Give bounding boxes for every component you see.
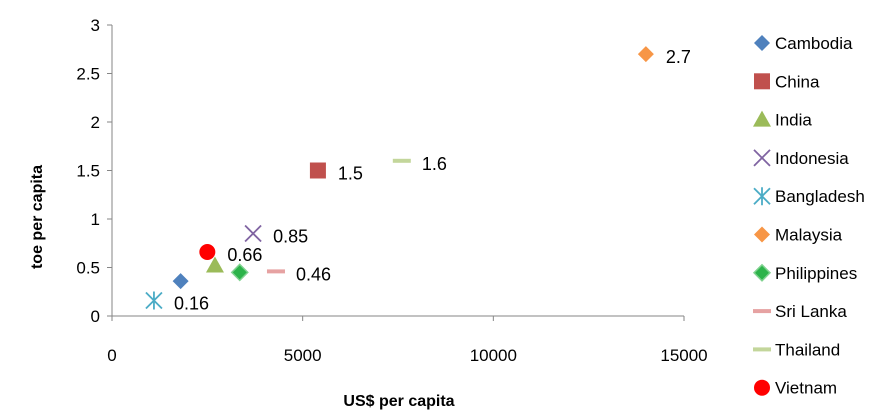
y-tick-label: 0.5 bbox=[76, 259, 100, 278]
y-tick-label: 3 bbox=[91, 16, 100, 35]
legend-marker bbox=[754, 379, 770, 396]
point-thailand bbox=[392, 158, 411, 163]
data-label: 0.16 bbox=[174, 293, 209, 313]
point-philippines bbox=[230, 263, 249, 282]
legend-label: Bangladesh bbox=[775, 187, 865, 206]
point-vietnam bbox=[199, 243, 216, 260]
point-india bbox=[205, 256, 224, 273]
x-tick-label: 15000 bbox=[660, 346, 707, 365]
y-tick-label: 0 bbox=[91, 307, 100, 326]
legend-marker bbox=[753, 187, 771, 206]
legend-label: India bbox=[775, 111, 812, 130]
legend-label: Cambodia bbox=[775, 34, 853, 53]
legend-label: Vietnam bbox=[775, 379, 837, 398]
data-points bbox=[145, 46, 654, 310]
tick-labels: 0 0.5 1 1.5 2 2.5 3 0 5000 10000 15000 bbox=[76, 16, 707, 365]
legend-label: Philippines bbox=[775, 264, 857, 283]
axes bbox=[107, 24, 685, 321]
legend-marker bbox=[754, 35, 770, 51]
legend-marker bbox=[752, 263, 772, 282]
data-label: 2.7 bbox=[666, 47, 691, 67]
data-labels: 1.5 0.85 0.16 2.7 0.46 1.6 0.66 bbox=[174, 47, 691, 313]
point-china bbox=[309, 162, 326, 179]
legend-marker bbox=[753, 309, 771, 314]
legend-label: Indonesia bbox=[775, 149, 849, 168]
y-tick-label: 2 bbox=[91, 113, 100, 132]
legend-marker bbox=[753, 347, 771, 352]
x-tick-label: 0 bbox=[107, 346, 116, 365]
data-label: 0.66 bbox=[227, 245, 262, 265]
legend-label: Sri Lanka bbox=[775, 302, 847, 321]
legend-marker bbox=[753, 110, 771, 127]
point-malaysia bbox=[637, 46, 654, 63]
y-tick-label: 2.5 bbox=[76, 65, 100, 84]
legend-label: China bbox=[775, 72, 820, 91]
x-axis-title: US$ per capita bbox=[343, 393, 454, 410]
data-label: 1.5 bbox=[338, 164, 363, 184]
data-label: 0.46 bbox=[296, 264, 331, 284]
point-sri-lanka bbox=[266, 269, 285, 274]
data-label: 1.6 bbox=[422, 154, 447, 174]
x-tick-label: 10000 bbox=[470, 346, 517, 365]
legend-marker bbox=[753, 149, 771, 167]
y-tick-label: 1 bbox=[91, 210, 100, 229]
point-bangladesh bbox=[145, 291, 163, 310]
legend-label: Malaysia bbox=[775, 226, 843, 245]
point-indonesia bbox=[244, 224, 262, 243]
data-label: 0.85 bbox=[273, 227, 308, 247]
y-axis-title: toe per capita bbox=[29, 165, 46, 269]
point-cambodia bbox=[172, 273, 189, 290]
y-tick-label: 1.5 bbox=[76, 162, 100, 181]
legend-label: Thailand bbox=[775, 340, 840, 359]
legend-marker bbox=[754, 226, 770, 243]
legend: Cambodia China India Indonesia Bangladesh Mal… bbox=[752, 34, 865, 398]
x-tick-label: 5000 bbox=[284, 346, 322, 365]
legend-marker bbox=[754, 73, 770, 90]
